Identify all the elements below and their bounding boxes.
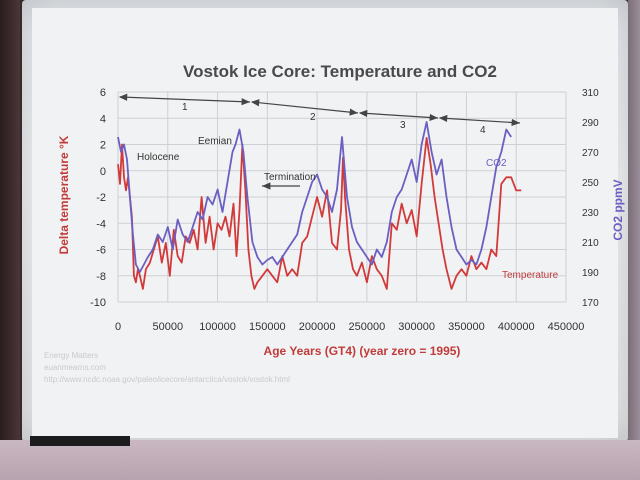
x-tick-label: 400000 — [498, 321, 535, 333]
x-tick-label: 100000 — [199, 321, 236, 333]
y-right-tick-label: 310 — [582, 88, 599, 99]
period-arrows: 1 2 3 4 — [118, 93, 521, 136]
y-right-tick-label: 230 — [582, 208, 599, 219]
y-right-tick-label: 170 — [582, 298, 599, 309]
series-line-temperature — [117, 136, 522, 290]
period-arrow-1 — [118, 93, 251, 106]
wall-left — [0, 0, 20, 480]
period-arrow-3 — [358, 109, 439, 122]
credit-link[interactable]: http://www.ncdc.noaa.gov/paleo/icecore/a… — [44, 375, 290, 384]
period-arrow-2 — [250, 99, 359, 116]
floor — [0, 440, 640, 480]
annotation-eemian: Eemian — [198, 136, 232, 147]
x-axis-title: Age Years (GT4) (year zero = 1995) — [263, 344, 461, 358]
y-tick-label: -2 — [96, 192, 106, 204]
period-label-4: 4 — [480, 125, 486, 136]
chart-title: Vostok Ice Core: Temperature and CO2 — [183, 62, 497, 81]
period-label-2: 2 — [310, 112, 316, 123]
co2-series-label: CO2 — [486, 158, 507, 169]
y-right-tick-label: 290 — [582, 118, 599, 129]
x-tick-label: 350000 — [448, 321, 485, 333]
y-right-tick-label: 190 — [582, 268, 599, 279]
wall-right — [628, 0, 640, 480]
credit-line-1: Energy Matters — [44, 351, 99, 360]
series-group — [117, 121, 522, 290]
y-tick-label: 0 — [100, 166, 106, 178]
y-tick-label: -8 — [96, 271, 106, 283]
x-tick-label: 450000 — [548, 321, 585, 333]
y-tick-label: -10 — [90, 297, 106, 309]
x-tick-label: 50000 — [152, 321, 183, 333]
period-arrow-4 — [438, 114, 521, 127]
x-tick-label: 150000 — [249, 321, 286, 333]
period-label-3: 3 — [400, 120, 406, 131]
y-right-tick-label: 250 — [582, 178, 599, 189]
credit-line-2: euanmearns.com — [44, 363, 106, 372]
x-tick-label: 0 — [115, 321, 121, 333]
y-tick-label: 4 — [100, 113, 106, 125]
series-line-co2 — [117, 121, 512, 273]
y-tick-label: -6 — [96, 245, 106, 257]
x-tick-label: 200000 — [299, 321, 336, 333]
x-tick-label: 300000 — [398, 321, 435, 333]
y-tick-label: 6 — [100, 87, 106, 99]
temperature-series-label: Temperature — [502, 270, 559, 281]
x-tick-label: 250000 — [349, 321, 386, 333]
y-right-tick-label: 270 — [582, 148, 599, 159]
annotation-termination: Termination — [264, 172, 316, 183]
annotation-holocene: Holocene — [137, 152, 180, 163]
floor-object — [30, 436, 130, 446]
y-tick-label: 2 — [100, 140, 106, 152]
y-right-tick-label: 210 — [582, 238, 599, 249]
y-axis-right-ticks: 310 290 270 250 230 210 190 170 — [582, 88, 599, 309]
x-axis-ticks: 0 50000 100000 150000 200000 250000 300000 3500… — [115, 321, 584, 333]
y-tick-label: -4 — [96, 218, 106, 230]
period-label-1: 1 — [182, 102, 188, 113]
y-axis-ticks: 6 4 2 0 -2 -4 -6 -8 -10 — [90, 87, 106, 309]
